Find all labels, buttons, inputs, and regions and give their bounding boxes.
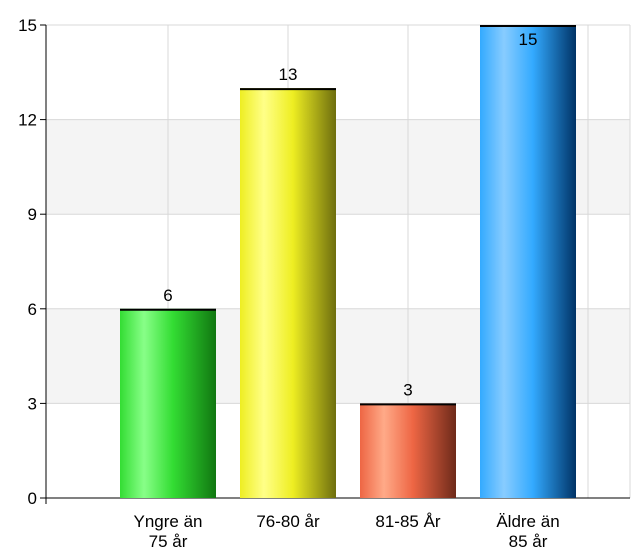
x-category-label: 75 år xyxy=(149,532,188,551)
data-label: 3 xyxy=(403,380,412,399)
y-tick-label: 3 xyxy=(28,394,37,413)
data-label: 13 xyxy=(279,65,298,84)
bar xyxy=(480,25,576,498)
y-tick-label: 6 xyxy=(28,300,37,319)
data-label: 6 xyxy=(163,286,172,305)
y-tick-label: 12 xyxy=(18,111,37,130)
x-category-label: Äldre än xyxy=(496,512,559,531)
bars xyxy=(120,25,576,499)
y-tick-label: 15 xyxy=(18,16,37,35)
x-category-label: 81-85 År xyxy=(375,512,441,531)
y-tick-label: 0 xyxy=(28,489,37,508)
x-category-label: Yngre än xyxy=(134,512,203,531)
bar xyxy=(360,403,456,498)
bar xyxy=(120,308,216,498)
data-labels: 6 13 3 15 xyxy=(163,30,537,399)
y-axis-ticks: 0 3 6 9 12 15 xyxy=(18,16,46,508)
x-category-label: 85 år xyxy=(509,532,548,551)
data-label: 15 xyxy=(519,30,538,49)
y-tick-label: 9 xyxy=(28,205,37,224)
bar xyxy=(240,88,336,499)
x-category-label: 76-80 år xyxy=(256,512,320,531)
